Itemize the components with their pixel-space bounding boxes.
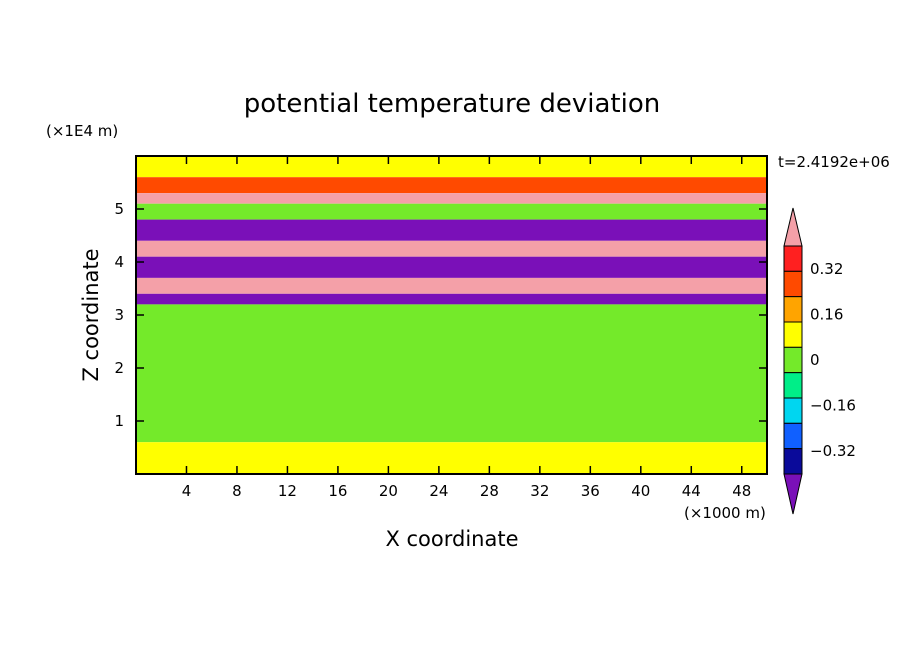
colorbar-swatch <box>783 422 803 450</box>
colorbar-extend-top <box>783 207 803 247</box>
y-tick-label: 1 <box>114 412 124 430</box>
contour-band <box>136 256 767 278</box>
colorbar-tick-label: −0.32 <box>810 442 856 460</box>
colorbar-swatch <box>783 346 803 374</box>
colorbar-tick-label: 0 <box>810 351 820 369</box>
contour-band <box>136 193 767 204</box>
x-tick-label: 32 <box>530 482 549 500</box>
x-axis-ticks: 4 8 12 16 20 24 28 32 36 40 44 48 <box>182 156 751 500</box>
colorbar-tick-label: 0.16 <box>810 305 843 323</box>
contour-band <box>136 442 767 474</box>
x-axis-label: X coordinate <box>385 527 518 551</box>
colorbar-swatch <box>783 372 803 399</box>
contour-band <box>136 277 767 294</box>
y-tick-label: 3 <box>114 306 124 324</box>
x-tick-label: 20 <box>379 482 398 500</box>
colorbar-tick-label: 0.32 <box>810 260 843 278</box>
contour-band <box>136 240 767 257</box>
x-tick-label: 12 <box>278 482 297 500</box>
y-unit-label: (×1E4 m) <box>46 122 118 140</box>
contour-band <box>136 219 767 241</box>
time-label: t=2.4192e+06 <box>778 153 890 171</box>
colorbar-swatch <box>783 245 803 272</box>
y-tick-label: 4 <box>114 253 124 271</box>
x-tick-label: 28 <box>480 482 499 500</box>
contour-field <box>136 156 767 474</box>
colorbar: 0.32 0.16 0 −0.16 −0.32 <box>783 207 856 515</box>
chart-title: potential temperature deviation <box>244 89 660 119</box>
x-tick-label: 40 <box>631 482 650 500</box>
x-tick-label: 44 <box>682 482 701 500</box>
contour-band <box>136 177 767 194</box>
contour-band <box>136 304 767 443</box>
y-tick-label: 2 <box>114 359 124 377</box>
colorbar-swatch <box>783 397 803 424</box>
colorbar-swatch <box>783 321 803 348</box>
contour-band <box>136 293 767 305</box>
colorbar-swatch <box>783 270 803 298</box>
contour-band <box>136 203 767 220</box>
x-tick-label: 16 <box>328 482 347 500</box>
contour-band <box>136 156 767 178</box>
colorbar-tick-label: −0.16 <box>810 397 856 415</box>
colorbar-swatch <box>783 448 803 475</box>
x-tick-label: 8 <box>232 482 242 500</box>
colorbar-swatch <box>783 296 803 323</box>
x-tick-label: 4 <box>182 482 192 500</box>
x-tick-label: 36 <box>581 482 600 500</box>
colorbar-extend-bottom <box>783 473 803 515</box>
x-tick-label: 24 <box>429 482 448 500</box>
y-axis-label: Z coordinate <box>79 248 103 381</box>
x-tick-label: 48 <box>732 482 751 500</box>
y-tick-label: 5 <box>114 200 124 218</box>
y-axis-ticks: 1 2 3 4 5 <box>114 200 767 430</box>
x-unit-label: (×1000 m) <box>684 504 766 522</box>
